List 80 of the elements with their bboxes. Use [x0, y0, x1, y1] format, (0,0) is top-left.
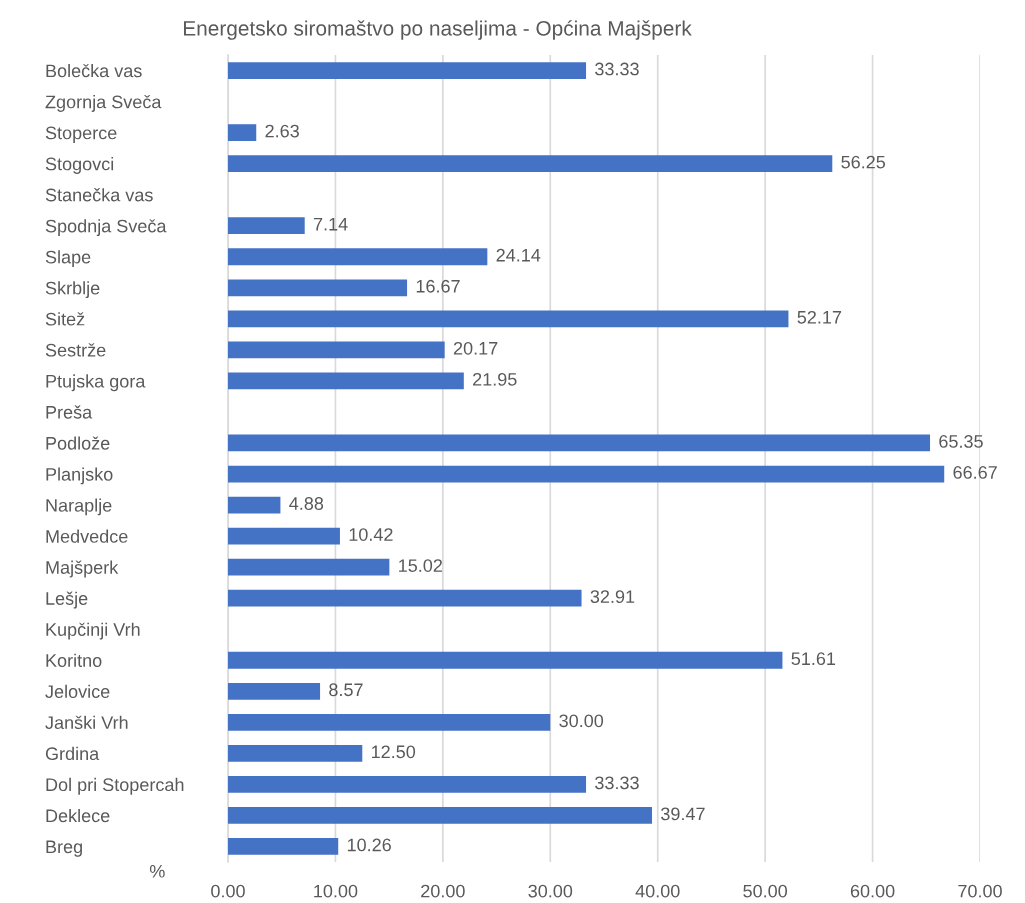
y-tick-label: Bolečka vas — [46, 63, 142, 78]
bar — [228, 713, 551, 731]
x-tick-label: 60.00 — [850, 884, 895, 898]
x-tick-label: 40.00 — [635, 884, 680, 898]
y-tick-label: Breg — [46, 840, 82, 857]
data-label: 52.17 — [797, 310, 842, 324]
bar — [228, 589, 582, 607]
data-label: 56.25 — [841, 155, 886, 169]
bar — [228, 279, 408, 297]
y-tick-label: Ptujska gora — [46, 374, 146, 392]
y-tick-label: Sestrže — [45, 343, 106, 357]
y-tick-label: Jelovice — [45, 684, 110, 699]
y-tick-label: Stoperce — [45, 126, 117, 143]
data-label: 32.91 — [590, 590, 635, 604]
y-tick-label: Slape — [45, 250, 91, 268]
x-tick-label: 10.00 — [314, 884, 358, 898]
data-label: 33.33 — [595, 776, 639, 790]
bar — [228, 527, 340, 545]
chart-title: Energetsko siromaštvo po naseljima - Općina Majšperk — [183, 20, 692, 40]
bar — [228, 776, 587, 793]
bar — [228, 372, 464, 390]
data-label: 30.00 — [559, 714, 604, 728]
y-tick-label: Kupčinji Vrh — [46, 622, 140, 640]
data-label: 16.67 — [416, 279, 460, 293]
bar — [228, 558, 390, 576]
data-label: 10.42 — [349, 528, 393, 541]
y-tick-label: Janški Vrh — [45, 715, 128, 730]
data-label: 8.57 — [329, 683, 363, 697]
y-tick-label: Lešje — [46, 591, 88, 609]
y-tick-label: Skrblje — [45, 281, 100, 299]
bar — [228, 651, 783, 669]
data-label: 21.95 — [473, 372, 517, 386]
y-tick-label: Grdina — [45, 746, 100, 761]
x-axis-title: % — [149, 864, 165, 878]
bar — [228, 807, 653, 824]
y-tick-label: Spodnja Sveča — [45, 219, 167, 237]
bar — [228, 155, 833, 173]
bar — [228, 217, 305, 235]
data-label: 20.17 — [453, 341, 498, 355]
y-tick-label: Sitež — [45, 312, 85, 326]
y-tick-label: Stanečka vas — [45, 188, 153, 202]
x-tick-label: 20.00 — [421, 884, 465, 898]
bar — [228, 310, 789, 328]
data-label: 12.50 — [372, 745, 416, 759]
bar — [228, 744, 363, 762]
bar — [228, 682, 321, 700]
bar — [228, 434, 931, 452]
data-label: 15.02 — [399, 559, 442, 572]
data-label: 10.26 — [347, 838, 391, 852]
y-tick-label: Dol pri Stopercah — [46, 777, 184, 795]
data-label: 4.88 — [289, 497, 324, 510]
data-label: 65.35 — [939, 435, 983, 448]
y-tick-label: Koritno — [46, 653, 102, 667]
y-tick-label: Preša — [46, 405, 93, 419]
y-tick-label: Stogovci — [45, 157, 114, 174]
data-label: 66.67 — [953, 466, 997, 479]
data-label: 39.47 — [661, 807, 705, 821]
y-tick-label: Majšperk — [46, 560, 119, 578]
bar — [228, 496, 281, 514]
data-label: 7.14 — [313, 217, 348, 231]
y-tick-label: Podlože — [46, 436, 110, 450]
bar — [228, 838, 339, 855]
data-label: 24.14 — [496, 248, 541, 262]
x-tick-label: 0.00 — [211, 884, 245, 898]
bar — [228, 248, 488, 266]
x-tick-label: 30.00 — [528, 884, 573, 898]
x-tick-label: 50.00 — [743, 884, 788, 898]
bar — [228, 465, 945, 483]
y-tick-label: Deklece — [46, 808, 110, 823]
y-tick-label: Zgornja Sveča — [45, 94, 162, 112]
bar — [228, 341, 445, 359]
bar — [228, 124, 257, 141]
data-label: 2.63 — [265, 124, 299, 138]
y-tick-label: Naraplje — [46, 498, 112, 516]
y-tick-label: Planjsko — [46, 467, 113, 485]
data-label: 51.61 — [791, 652, 836, 666]
data-label: 33.33 — [595, 62, 639, 76]
bar — [228, 62, 587, 79]
x-tick-label: 70.00 — [958, 884, 1002, 898]
y-tick-label: Medvedce — [46, 529, 128, 543]
